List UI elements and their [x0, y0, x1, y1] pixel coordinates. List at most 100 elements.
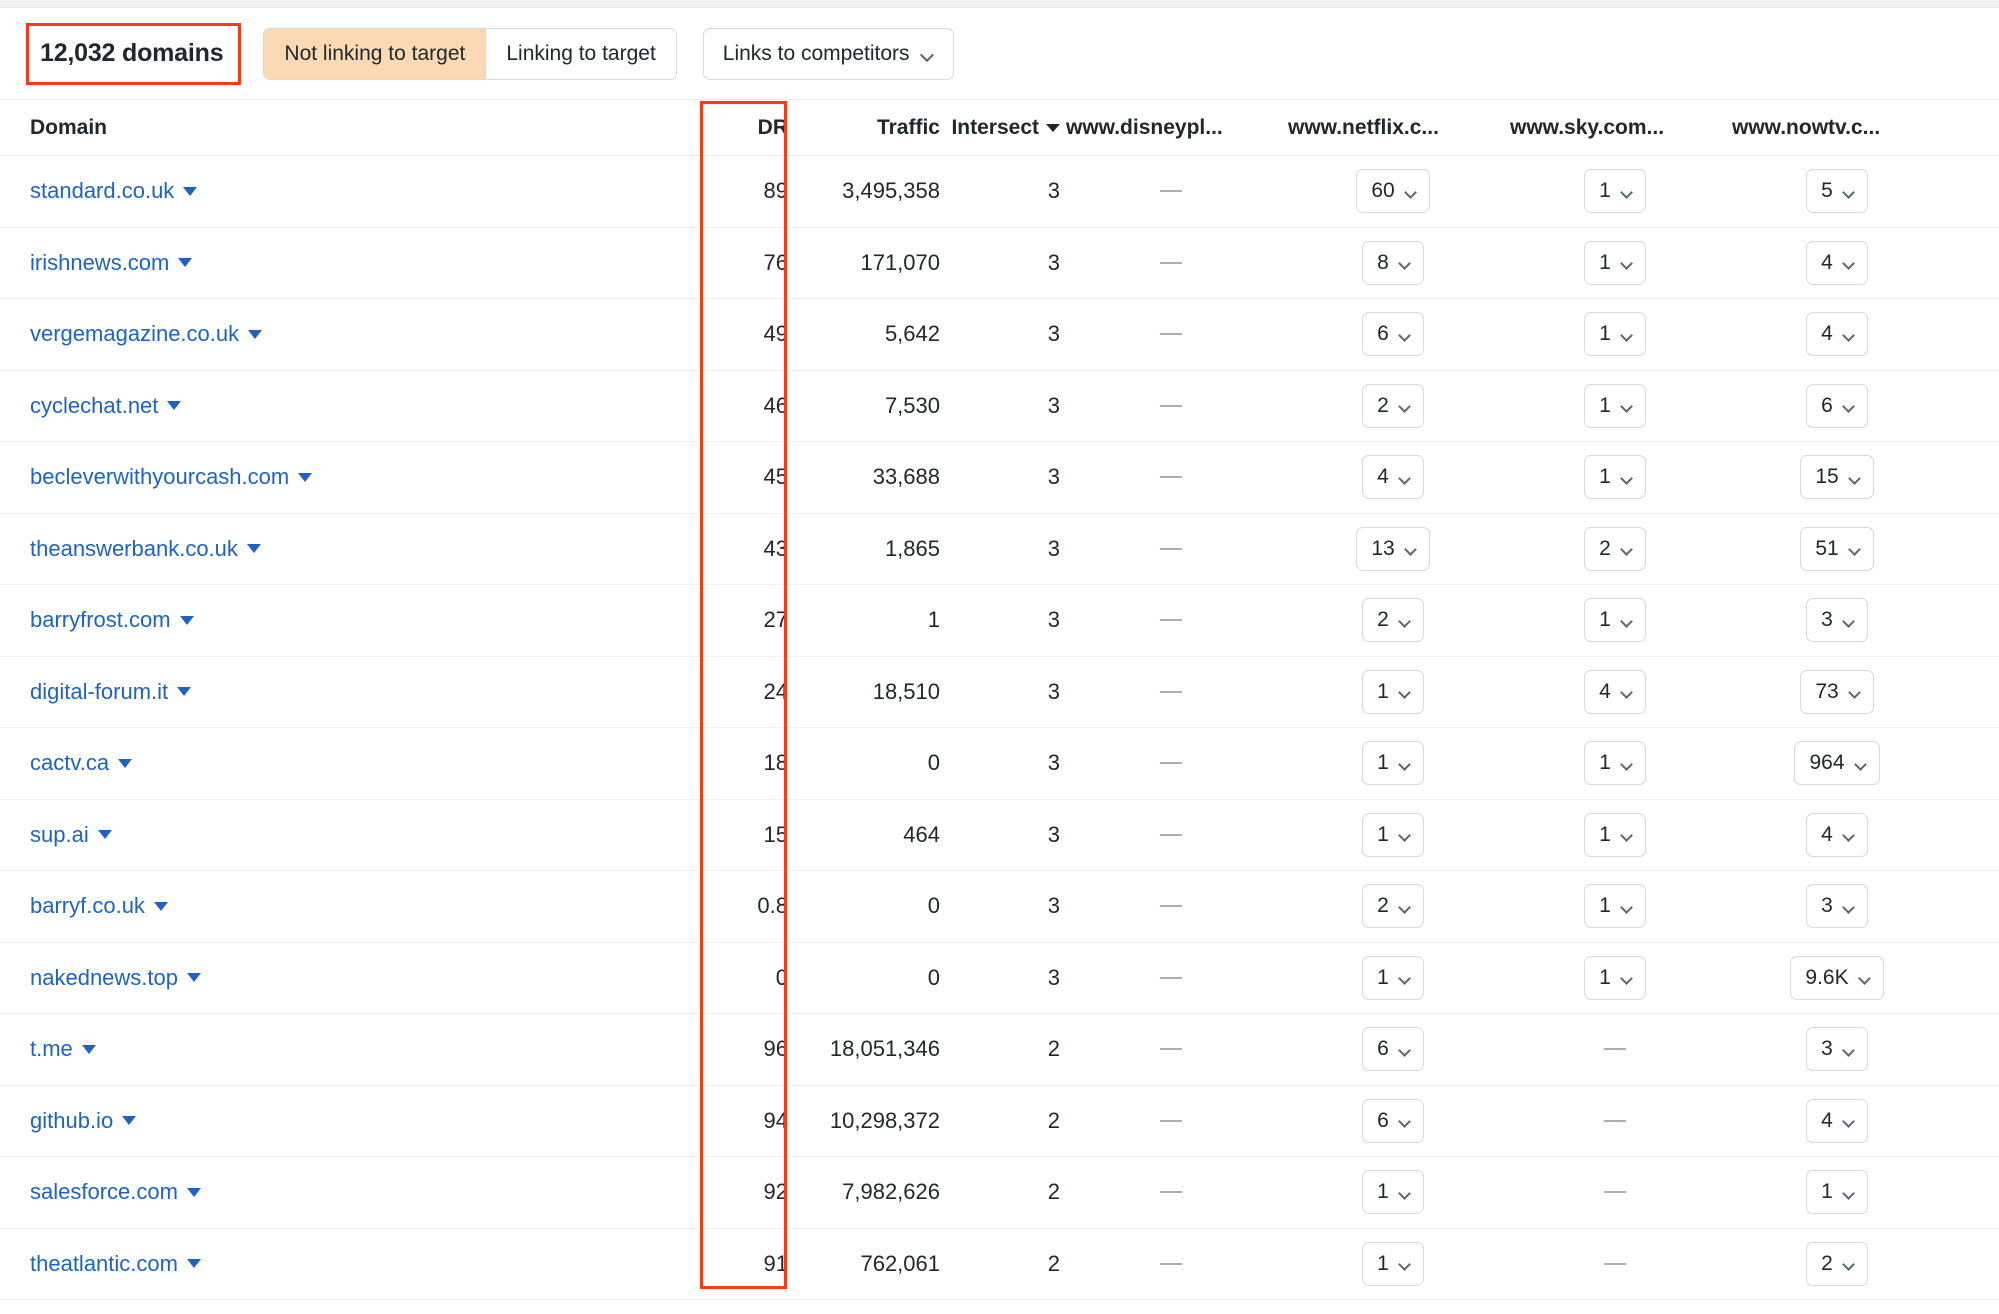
- caret-down-icon[interactable]: [246, 544, 261, 554]
- backlink-count-dropdown[interactable]: 4: [1806, 312, 1868, 357]
- table-row[interactable]: theatlantic.com 91 762,061 2 1 2: [0, 1229, 1999, 1300]
- backlink-count-dropdown[interactable]: 1: [1584, 741, 1646, 786]
- backlink-count-dropdown[interactable]: 1: [1584, 884, 1646, 929]
- table-row[interactable]: t.me 96 18,051,346 2 6 3: [0, 1014, 1999, 1086]
- domain-link[interactable]: irishnews.com: [30, 249, 170, 275]
- caret-down-icon[interactable]: [153, 901, 168, 911]
- caret-down-icon[interactable]: [187, 973, 201, 983]
- table-row[interactable]: theanswerbank.co.uk 43 1,865 3 13 2 51: [0, 514, 1999, 585]
- caret-down-icon[interactable]: [186, 1187, 201, 1197]
- backlink-count-dropdown[interactable]: 4: [1362, 455, 1424, 500]
- backlink-count-dropdown[interactable]: 6: [1362, 312, 1424, 357]
- backlink-count-dropdown[interactable]: 1: [1584, 455, 1646, 500]
- backlink-count-dropdown[interactable]: 15: [1800, 455, 1874, 500]
- table-row[interactable]: standard.co.uk 89 3,495,358 3 60 1 5: [0, 156, 1999, 228]
- caret-down-icon[interactable]: [179, 615, 194, 625]
- backlink-count-dropdown[interactable]: 2: [1362, 383, 1424, 428]
- column-header-dr[interactable]: DR: [700, 116, 788, 140]
- backlink-count-dropdown[interactable]: 5: [1806, 169, 1868, 214]
- table-row[interactable]: github.io 94 10,298,372 2 6 4: [0, 1086, 1999, 1157]
- column-header-competitor-2[interactable]: www.netflix.c...: [1282, 116, 1504, 140]
- table-row[interactable]: barryfrost.com 27 1 3 2 1 3: [0, 585, 1999, 657]
- backlink-count-dropdown[interactable]: 9.6K: [1790, 955, 1884, 1000]
- backlink-count-dropdown[interactable]: 3: [1806, 598, 1868, 643]
- domain-link[interactable]: nakednews.top: [30, 964, 178, 990]
- backlink-count-dropdown[interactable]: 6: [1362, 1098, 1424, 1143]
- domain-link[interactable]: theanswerbank.co.uk: [30, 535, 238, 561]
- caret-down-icon[interactable]: [186, 1259, 201, 1269]
- backlink-count-dropdown[interactable]: 2: [1362, 598, 1424, 643]
- backlink-count-dropdown[interactable]: 1: [1584, 169, 1646, 214]
- backlink-count-dropdown[interactable]: 4: [1584, 669, 1646, 714]
- domain-link[interactable]: theatlantic.com: [30, 1250, 178, 1276]
- domain-link[interactable]: standard.co.uk: [30, 178, 175, 204]
- domain-link[interactable]: sup.ai: [30, 821, 89, 847]
- link-filter-segmented-control[interactable]: Not linking to target Linking to target: [263, 27, 677, 80]
- backlink-count-dropdown[interactable]: 4: [1806, 1098, 1868, 1143]
- domain-link[interactable]: digital-forum.it: [30, 678, 169, 704]
- backlink-count-dropdown[interactable]: 1: [1362, 1241, 1424, 1286]
- backlink-count-dropdown[interactable]: 2: [1362, 884, 1424, 929]
- caret-down-icon[interactable]: [248, 329, 263, 339]
- table-row[interactable]: cyclechat.net 46 7,530 3 2 1 6: [0, 371, 1999, 442]
- domain-link[interactable]: github.io: [30, 1107, 114, 1133]
- backlink-count-dropdown[interactable]: 2: [1806, 1241, 1868, 1286]
- backlink-count-dropdown[interactable]: 73: [1800, 669, 1874, 714]
- backlink-count-dropdown[interactable]: 51: [1800, 526, 1874, 571]
- backlink-count-dropdown[interactable]: 1: [1362, 669, 1424, 714]
- table-row[interactable]: nakednews.top 0 0 3 1 1 9.6K: [0, 943, 1999, 1014]
- table-row[interactable]: digital-forum.it 24 18,510 3 1 4 73: [0, 657, 1999, 728]
- caret-down-icon[interactable]: [177, 687, 192, 697]
- caret-down-icon[interactable]: [298, 472, 313, 482]
- backlink-count-dropdown[interactable]: 1: [1362, 1170, 1424, 1215]
- backlink-count-dropdown[interactable]: 6: [1806, 383, 1868, 428]
- backlink-count-dropdown[interactable]: 1: [1806, 1170, 1868, 1215]
- table-row[interactable]: barryf.co.uk 0.8 0 3 2 1 3: [0, 871, 1999, 943]
- backlink-count-dropdown[interactable]: 1: [1362, 741, 1424, 786]
- segment-linking-to-target[interactable]: Linking to target: [485, 28, 676, 79]
- domain-link[interactable]: becleverwithyourcash.com: [30, 464, 290, 490]
- sort-descending-icon[interactable]: [1046, 123, 1060, 132]
- backlink-count-dropdown[interactable]: 1: [1584, 383, 1646, 428]
- backlink-count-dropdown[interactable]: 1: [1362, 812, 1424, 857]
- backlink-count-dropdown[interactable]: 13: [1356, 526, 1430, 571]
- domain-link[interactable]: barryf.co.uk: [30, 893, 145, 919]
- table-row[interactable]: irishnews.com 76 171,070 3 8 1 4: [0, 228, 1999, 299]
- backlink-count-dropdown[interactable]: 4: [1806, 240, 1868, 285]
- table-row[interactable]: cactv.ca 18 0 3 1 1 964: [0, 728, 1999, 800]
- domain-link[interactable]: vergemagazine.co.uk: [30, 321, 240, 347]
- domain-link[interactable]: salesforce.com: [30, 1179, 178, 1205]
- table-row[interactable]: salesforce.com 92 7,982,626 2 1 1: [0, 1157, 1999, 1229]
- backlink-count-dropdown[interactable]: 60: [1356, 169, 1430, 214]
- segment-not-linking-to-target[interactable]: Not linking to target: [264, 28, 486, 79]
- column-header-traffic[interactable]: Traffic: [788, 116, 940, 140]
- domain-link[interactable]: cyclechat.net: [30, 392, 159, 418]
- column-header-competitor-4[interactable]: www.nowtv.c...: [1726, 116, 1948, 140]
- caret-down-icon[interactable]: [183, 186, 198, 196]
- domain-link[interactable]: t.me: [30, 1036, 73, 1062]
- column-header-domain[interactable]: Domain: [30, 116, 700, 140]
- caret-down-icon[interactable]: [167, 401, 182, 411]
- column-header-competitor-3[interactable]: www.sky.com...: [1504, 116, 1726, 140]
- caret-down-icon[interactable]: [122, 1116, 137, 1126]
- caret-down-icon[interactable]: [97, 830, 112, 840]
- backlink-count-dropdown[interactable]: 3: [1806, 1027, 1868, 1072]
- backlink-count-dropdown[interactable]: 4: [1806, 812, 1868, 857]
- backlink-count-dropdown[interactable]: 1: [1584, 955, 1646, 1000]
- caret-down-icon[interactable]: [118, 758, 133, 768]
- backlink-count-dropdown[interactable]: 8: [1362, 240, 1424, 285]
- column-header-competitor-1[interactable]: www.disneypl...: [1060, 116, 1282, 140]
- table-row[interactable]: sup.ai 15 464 3 1 1 4: [0, 800, 1999, 871]
- backlink-count-dropdown[interactable]: 1: [1584, 240, 1646, 285]
- table-row[interactable]: becleverwithyourcash.com 45 33,688 3 4 1 15: [0, 442, 1999, 514]
- table-row[interactable]: vergemagazine.co.uk 49 5,642 3 6 1 4: [0, 299, 1999, 371]
- domain-link[interactable]: barryfrost.com: [30, 607, 171, 633]
- caret-down-icon[interactable]: [81, 1044, 96, 1054]
- backlink-count-dropdown[interactable]: 1: [1584, 312, 1646, 357]
- links-to-competitors-dropdown[interactable]: Links to competitors: [702, 27, 954, 80]
- backlink-count-dropdown[interactable]: 6: [1362, 1027, 1424, 1072]
- column-header-intersect[interactable]: Intersect: [940, 116, 1060, 140]
- backlink-count-dropdown[interactable]: 1: [1584, 598, 1646, 643]
- backlink-count-dropdown[interactable]: 964: [1794, 741, 1880, 786]
- backlink-count-dropdown[interactable]: 3: [1806, 884, 1868, 929]
